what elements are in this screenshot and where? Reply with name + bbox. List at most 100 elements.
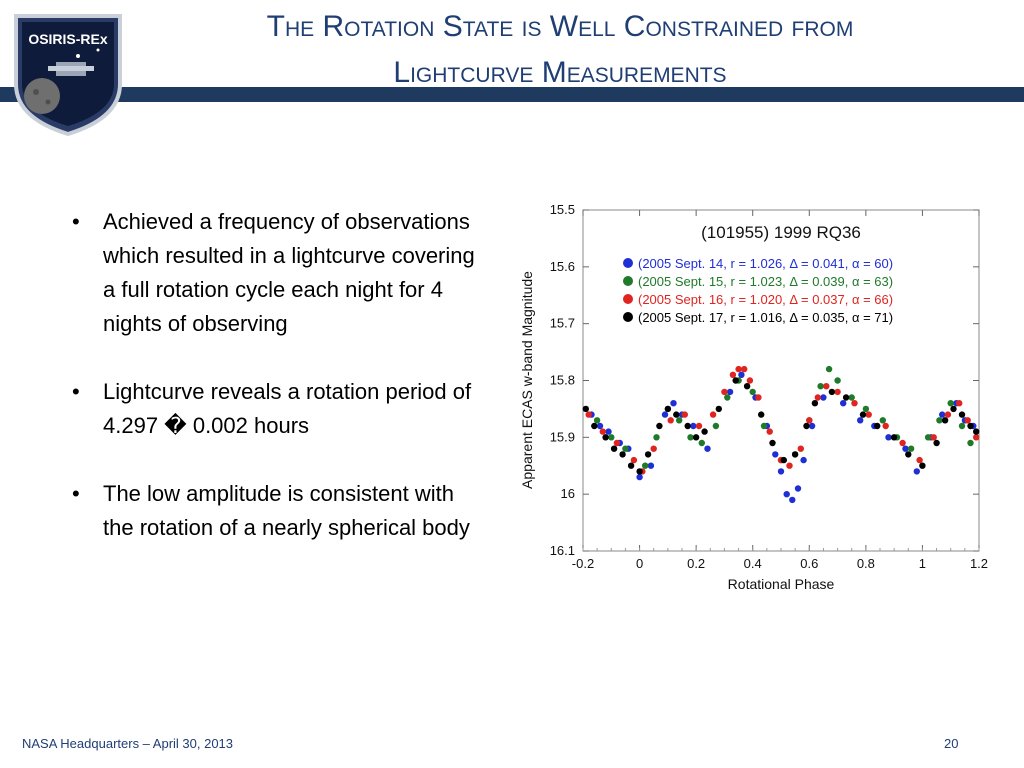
x-tick-label: 0.8 [857, 556, 875, 571]
data-point [808, 422, 816, 430]
data-point [766, 428, 773, 435]
data-point [690, 422, 697, 430]
data-point [902, 445, 909, 452]
data-point [973, 434, 980, 441]
data-point [670, 400, 677, 407]
x-tick-label: 0.2 [687, 556, 705, 571]
data-point [944, 411, 952, 418]
legend-marker [623, 276, 633, 286]
y-tick-label: 15.9 [550, 429, 575, 444]
slide-title-line2: Lightcurve Measurements [393, 56, 727, 89]
data-point [806, 417, 813, 424]
data-point [907, 445, 915, 452]
y-tick-label: 16.1 [550, 543, 575, 558]
data-point [817, 383, 824, 390]
y-tick-label: 16 [561, 486, 575, 501]
data-point [964, 417, 971, 424]
data-point [834, 377, 841, 384]
data-point [732, 377, 739, 384]
legend-marker [623, 312, 633, 322]
data-point [967, 439, 974, 447]
data-point [630, 456, 638, 464]
data-point [712, 422, 720, 430]
data-point [656, 422, 663, 430]
data-point [947, 400, 954, 407]
page-number: 20 [944, 736, 959, 751]
y-axis-label: Apparent ECAS w-band Magnitude [519, 271, 535, 489]
data-point [967, 422, 974, 430]
data-point [828, 388, 836, 396]
data-point [585, 411, 592, 418]
data-point [786, 462, 793, 469]
data-point [715, 405, 722, 413]
data-point [673, 411, 680, 418]
legend-marker [623, 258, 633, 268]
data-point [608, 434, 615, 441]
data-point [840, 400, 847, 407]
header-band [0, 87, 1024, 102]
data-point [783, 491, 790, 498]
x-tick-label: 0 [636, 556, 643, 571]
data-point [692, 434, 700, 441]
data-point [749, 388, 756, 396]
data-point [687, 434, 694, 441]
data-point [874, 422, 881, 430]
data-point [760, 422, 768, 430]
data-point [777, 468, 785, 475]
data-point [684, 422, 691, 430]
data-point [834, 388, 841, 396]
data-point [772, 451, 779, 458]
data-point [642, 462, 649, 469]
data-point [800, 456, 807, 464]
data-point [811, 400, 819, 407]
data-point [851, 400, 858, 407]
data-point [667, 417, 674, 424]
data-point [647, 462, 655, 469]
data-point [924, 434, 932, 441]
data-point [591, 422, 598, 430]
data-point [619, 451, 626, 458]
data-point [936, 417, 943, 424]
data-point [664, 405, 672, 413]
bullet-list: Achieved a frequency of observations whi… [70, 205, 490, 579]
data-point [681, 411, 688, 418]
logo-text: OSIRIS-REx [28, 31, 108, 47]
data-point [899, 439, 906, 447]
data-point [862, 405, 870, 413]
legend-marker [623, 294, 633, 304]
data-point [755, 394, 762, 401]
y-tick-label: 15.8 [550, 373, 575, 388]
bullet-item: The low amplitude is consistent with the… [70, 477, 490, 545]
footer-text: NASA Headquarters – April 30, 2013 [22, 736, 234, 751]
data-point [939, 411, 946, 418]
data-point [848, 394, 855, 401]
data-point [919, 462, 926, 469]
data-point [814, 394, 821, 401]
data-point [596, 422, 604, 430]
data-point [724, 394, 731, 401]
data-point [695, 422, 703, 430]
data-point [735, 365, 742, 373]
data-point [661, 411, 669, 418]
y-tick-label: 15.5 [550, 202, 575, 217]
data-point [746, 377, 754, 384]
data-point [933, 439, 940, 447]
data-point [636, 468, 643, 475]
x-tick-label: 1.2 [970, 556, 988, 571]
data-point [859, 411, 867, 418]
slide-title-line1: The Rotation State is Well Constrained f… [266, 10, 854, 43]
lightcurve-chart: -0.2 0 0.2 0.4 0.6 0.8 1 1.2 15.5 15.6 15.7 15.8 15.… [519, 202, 988, 592]
data-point [857, 417, 864, 424]
data-point [622, 445, 629, 452]
osiris-rex-logo: OSIRIS-REx [14, 14, 122, 137]
data-point [698, 439, 705, 447]
plot-area [582, 209, 980, 552]
data-point [627, 462, 635, 469]
data-point [950, 405, 957, 413]
data-point [885, 434, 892, 441]
data-point [958, 411, 966, 418]
data-point [729, 371, 737, 378]
data-point [823, 383, 830, 390]
data-point [956, 400, 963, 407]
data-point [973, 428, 980, 435]
